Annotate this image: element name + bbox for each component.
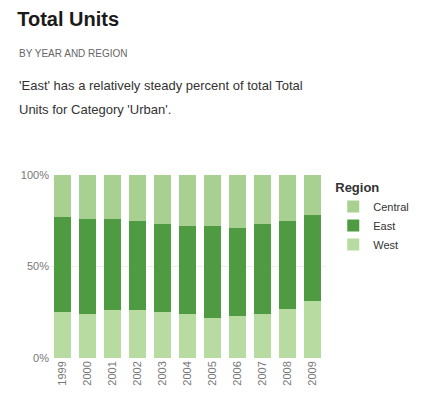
svg-text:50%: 50% <box>27 260 49 272</box>
svg-text:Units for Category 'Urban'.: Units for Category 'Urban'. <box>19 102 171 117</box>
svg-text:2001: 2001 <box>106 361 118 385</box>
svg-text:2009: 2009 <box>306 361 318 385</box>
svg-text:2005: 2005 <box>206 361 218 385</box>
svg-text:Region: Region <box>335 180 379 195</box>
svg-text:1999: 1999 <box>56 361 68 385</box>
svg-text:100%: 100% <box>21 169 49 181</box>
svg-text:East: East <box>373 220 395 232</box>
svg-text:2006: 2006 <box>231 361 243 385</box>
svg-text:2000: 2000 <box>81 361 93 385</box>
svg-text:2008: 2008 <box>281 361 293 385</box>
svg-text:'East' has a relatively steady: 'East' has a relatively steady percent o… <box>19 78 303 93</box>
svg-text:2003: 2003 <box>156 361 168 385</box>
svg-text:2007: 2007 <box>256 361 268 385</box>
svg-text:West: West <box>373 239 398 251</box>
svg-text:2002: 2002 <box>131 361 143 385</box>
svg-text:0%: 0% <box>33 352 49 364</box>
svg-text:BY YEAR AND REGION: BY YEAR AND REGION <box>19 48 128 59</box>
svg-text:Central: Central <box>373 201 408 213</box>
svg-text:2004: 2004 <box>181 361 193 385</box>
svg-text:Total Units: Total Units <box>17 8 119 30</box>
